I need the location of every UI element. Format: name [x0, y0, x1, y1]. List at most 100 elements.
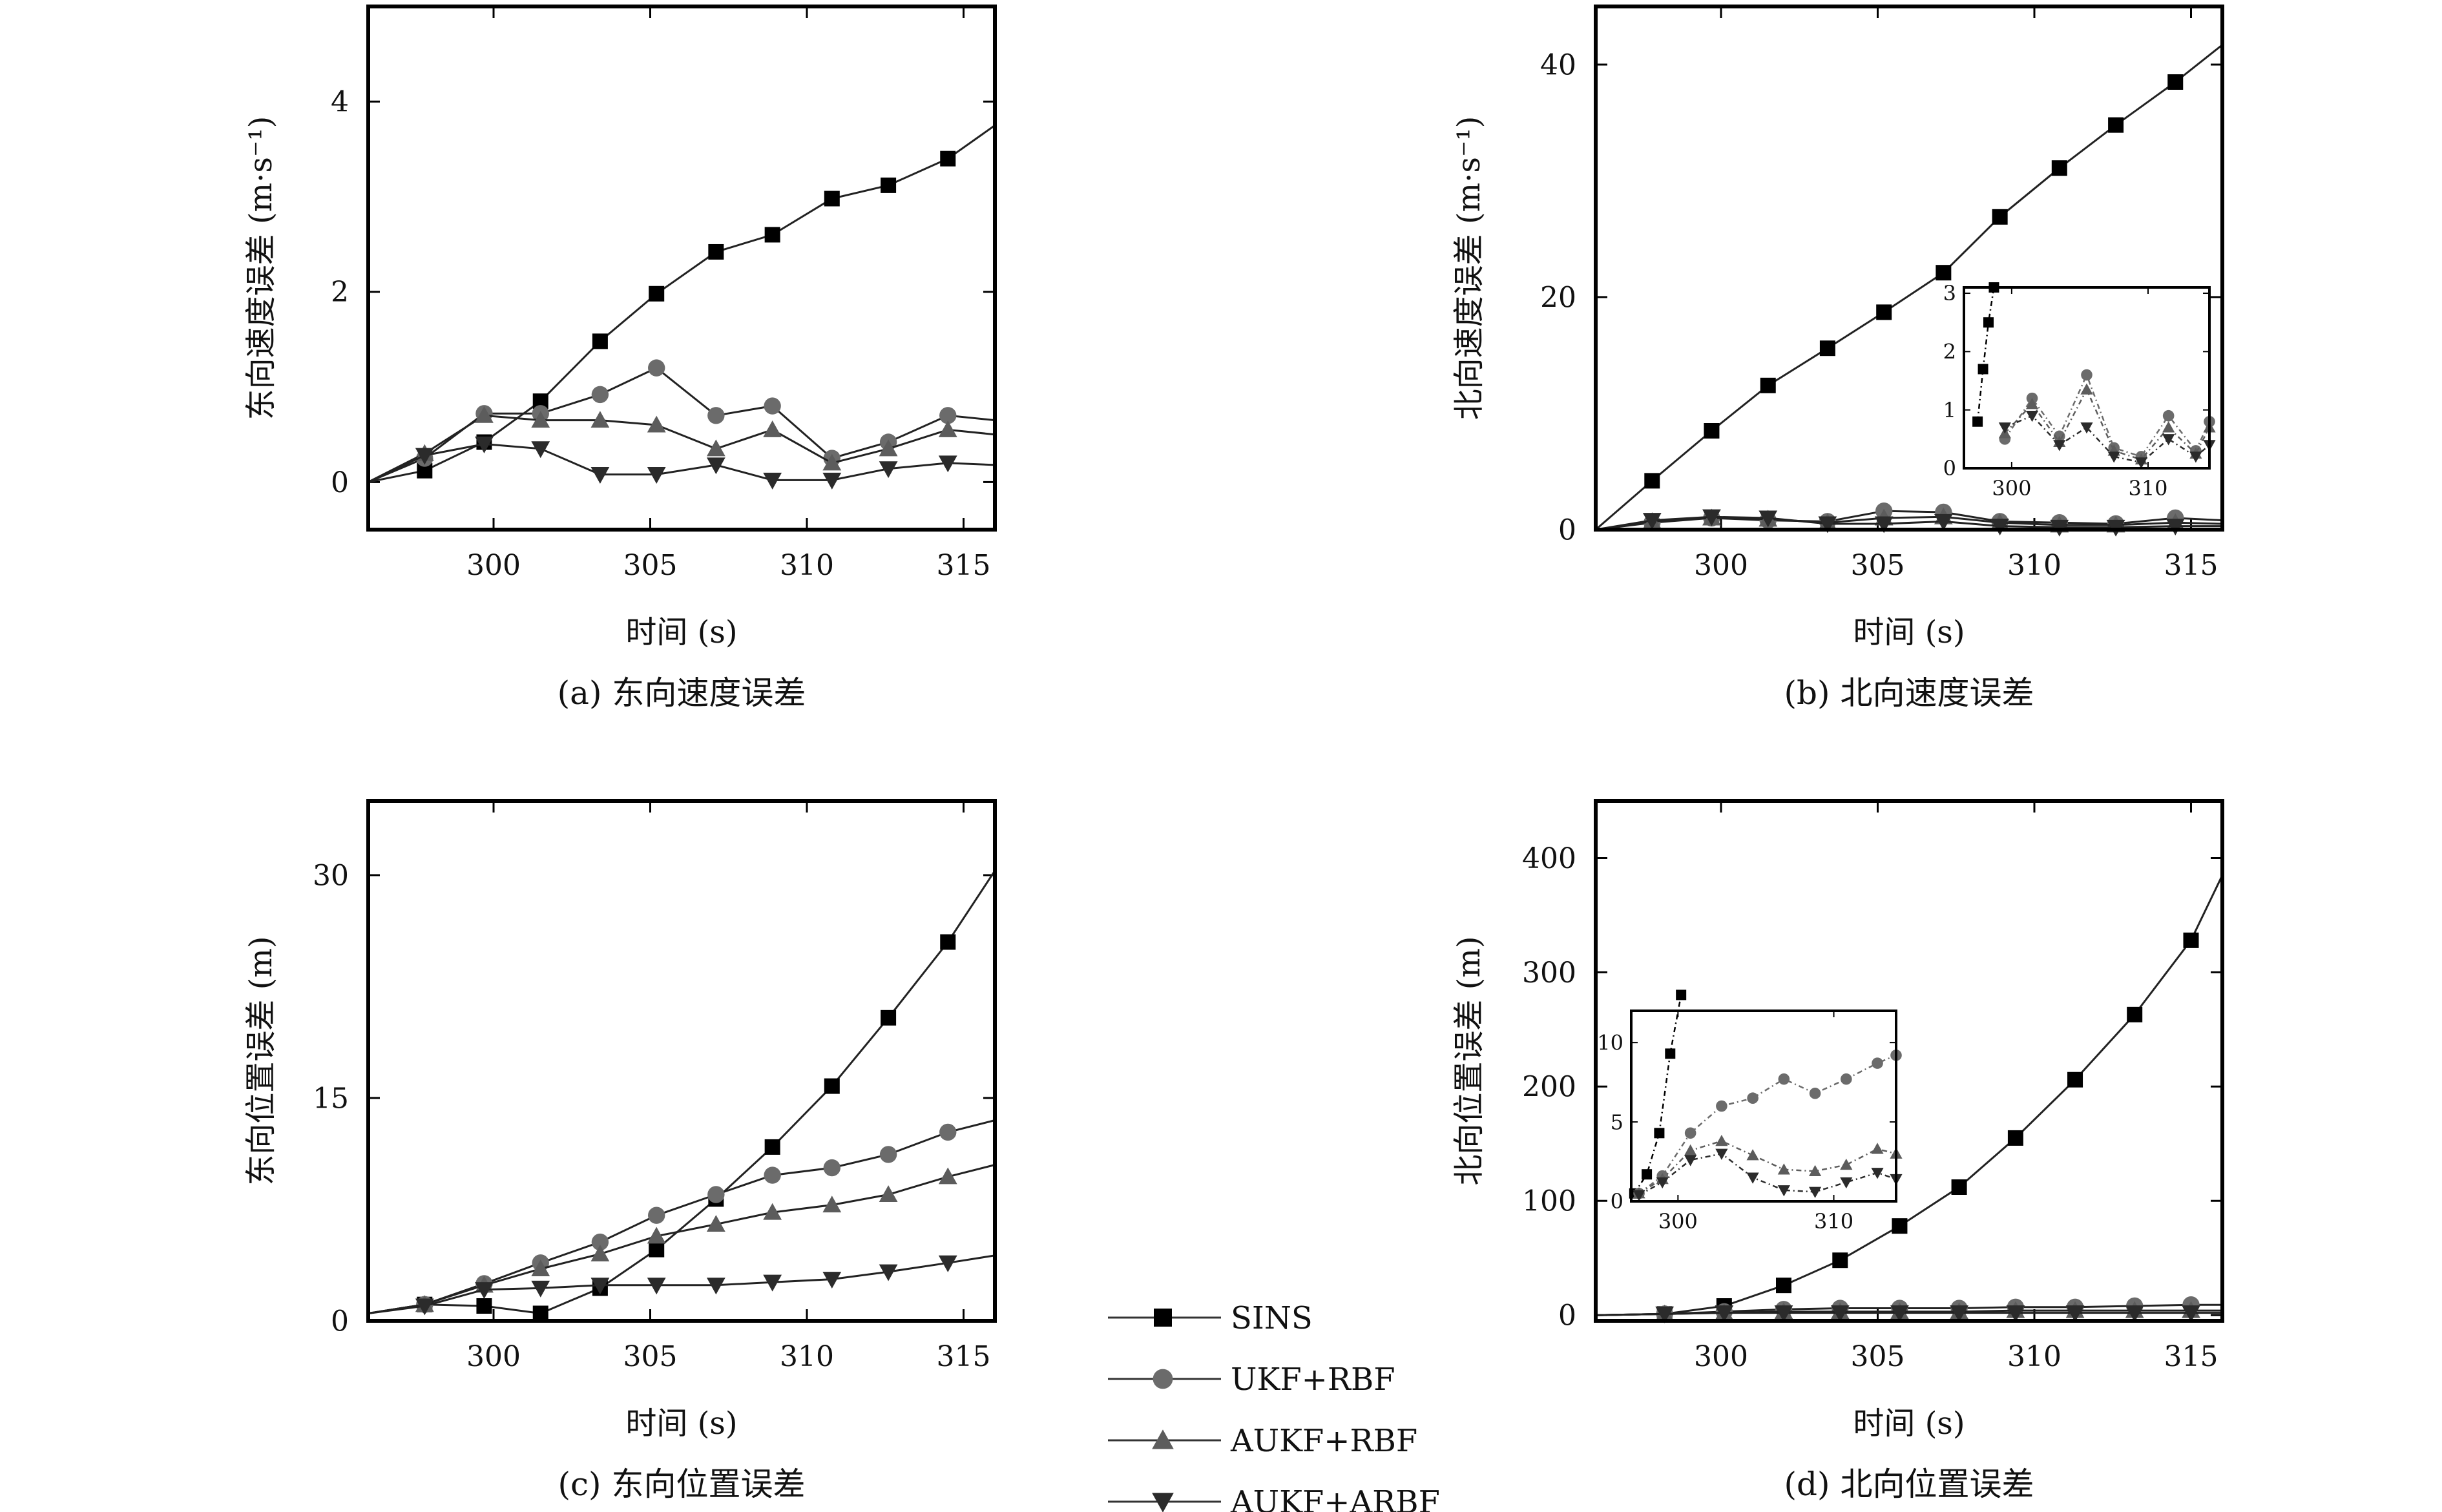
- data-point: [1808, 1165, 1822, 1176]
- series-aukf-arbf: [1595, 1305, 2222, 1323]
- data-point: [415, 1298, 434, 1316]
- x-tick-label: 300: [1694, 549, 1748, 582]
- legend: SINS UKF+RBF AUKF+RBF AUKF+ARBF: [1108, 1300, 1440, 1512]
- legend-label: SINS: [1231, 1300, 1313, 1336]
- data-point: [1702, 509, 1721, 526]
- data-point: [1746, 1172, 1759, 1184]
- data-point: [592, 333, 608, 349]
- data-point: [939, 1123, 957, 1141]
- data-point: [1776, 1278, 1791, 1294]
- series-sins: [368, 870, 996, 1321]
- series-aukf-arbf: [1998, 411, 2216, 469]
- data-point: [1841, 1073, 1852, 1085]
- data-point: [938, 420, 957, 437]
- data-point: [706, 439, 725, 457]
- x-tick-label: 305: [623, 1340, 678, 1373]
- data-point: [1876, 304, 1892, 320]
- data-point: [1656, 1177, 1669, 1189]
- data-point: [1983, 317, 1994, 328]
- data-point: [1746, 1149, 1759, 1161]
- data-point: [1808, 1186, 1822, 1198]
- series-line: [2004, 415, 2210, 464]
- data-point: [708, 243, 724, 260]
- series-line: [1595, 515, 2223, 531]
- data-point: [764, 1139, 780, 1155]
- data-point: [590, 411, 610, 428]
- plot-frame: [1594, 5, 2224, 532]
- data-point: [1840, 1158, 1853, 1170]
- data-point: [1936, 265, 1952, 281]
- x-tick-label: 310: [780, 549, 834, 582]
- data-point: [1778, 1073, 1790, 1085]
- plot-frame: [366, 799, 997, 1323]
- data-point: [1704, 423, 1720, 439]
- x-tick-label: 310: [2007, 1340, 2061, 1373]
- data-point: [1871, 1143, 1884, 1154]
- y-axis-label: 东向速度误差 (m·s⁻¹): [243, 116, 279, 420]
- data-point: [647, 1278, 666, 1295]
- y-tick-label: 0: [331, 466, 349, 499]
- data-point: [1840, 1177, 1853, 1189]
- data-point: [881, 1010, 897, 1026]
- series-line: [368, 870, 996, 1315]
- data-point: [763, 1274, 782, 1292]
- plot-frame: [366, 5, 997, 532]
- legend-entry: AUKF+RBF: [1108, 1423, 1417, 1459]
- data-point: [1892, 1218, 1908, 1234]
- data-point: [2167, 74, 2184, 90]
- y-axis-label: 北向位置误差 (m): [1451, 936, 1487, 1185]
- data-point: [824, 191, 840, 207]
- data-point: [1676, 989, 1687, 1000]
- y-tick-label: 400: [1522, 842, 1576, 875]
- data-point: [2025, 398, 2039, 409]
- data-point: [879, 461, 898, 479]
- data-point: [1890, 1305, 1909, 1323]
- data-point: [2080, 422, 2093, 434]
- y-tick-label: 20: [1540, 281, 1576, 314]
- data-point: [939, 407, 957, 424]
- data-point: [1990, 519, 2010, 535]
- series-line: [1638, 1152, 1897, 1196]
- inset-plot: 300 310 0 5 10: [1597, 989, 1903, 1234]
- data-point: [591, 386, 609, 404]
- data-point: [822, 453, 842, 471]
- data-point: [2162, 409, 2175, 422]
- data-point: [531, 1280, 550, 1298]
- data-point: [706, 1215, 725, 1232]
- data-point: [1830, 1305, 1850, 1323]
- y-tick-label: 10: [1597, 1030, 1623, 1055]
- x-tick-label: 315: [2164, 1340, 2218, 1373]
- inset-plot: 300 310 0 1 2 3: [1943, 281, 2216, 501]
- data-point: [938, 455, 957, 473]
- x-tick-label: 305: [1851, 1340, 1905, 1373]
- y-tick-label: 30: [313, 859, 349, 892]
- data-point: [647, 467, 666, 484]
- data-point: [822, 1196, 842, 1213]
- data-point: [2165, 519, 2185, 535]
- x-axis-label: 时间 (s): [625, 1405, 737, 1442]
- data-point: [1758, 510, 1778, 528]
- data-point: [649, 285, 665, 302]
- data-point: [822, 472, 842, 490]
- y-tick-label: 40: [1540, 48, 1576, 81]
- data-point: [1716, 1100, 1727, 1112]
- data-point: [1644, 473, 1660, 489]
- legend-label: AUKF+RBF: [1230, 1423, 1417, 1459]
- x-axis-label: 时间 (s): [1853, 1405, 1965, 1442]
- data-point: [764, 397, 781, 415]
- data-point: [1809, 1088, 1821, 1099]
- plot-area: 300 305 310 315 0 15 30: [313, 799, 997, 1373]
- data-point: [764, 227, 780, 243]
- y-tick-label: 0: [331, 1305, 349, 1338]
- data-point: [879, 439, 898, 457]
- data-point: [648, 359, 665, 377]
- data-point: [2081, 369, 2092, 381]
- x-tick-label: 310: [1814, 1209, 1853, 1234]
- y-tick-label: 5: [1611, 1110, 1623, 1134]
- x-tick-label: 315: [2164, 549, 2218, 582]
- data-point: [475, 1282, 494, 1300]
- y-tick-label: 0: [1943, 456, 1956, 481]
